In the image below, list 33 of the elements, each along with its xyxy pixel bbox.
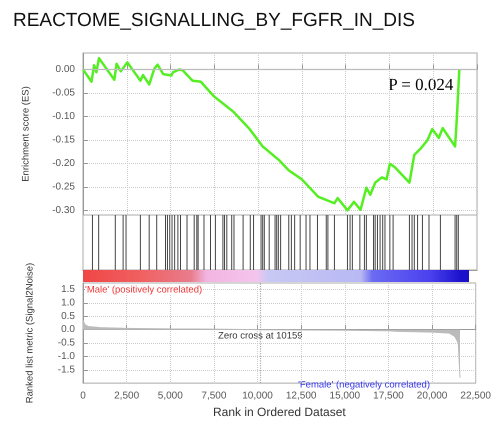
- y-axis-title: Ranked list metric (Signal2Noise): [24, 262, 36, 404]
- y-tick-label: -0.25: [52, 181, 76, 192]
- x-axis-title: Rank in Ordered Dataset: [212, 405, 346, 419]
- x-tick-label: 15,000: [330, 390, 361, 402]
- annotation: 'Male' (positively correlated): [85, 284, 202, 296]
- y-tick-label: 0.5: [61, 310, 76, 322]
- y-tick-label: -0.30: [52, 204, 76, 216]
- y-tick-label: -0.15: [52, 134, 76, 146]
- x-tick-label: 22,500: [460, 390, 492, 402]
- y-tick-label: -0.10: [52, 110, 76, 122]
- annotation: 'Female' (negatively correlated): [298, 380, 430, 390]
- x-tick-label: 20,000: [416, 390, 448, 402]
- y-tick-label: 1.5: [61, 284, 76, 296]
- x-tick-label: 10,000: [242, 390, 274, 402]
- y-tick-label: 0.00: [56, 64, 76, 75]
- x-tick-label: 0: [80, 390, 86, 402]
- x-tick-label: 12,500: [286, 390, 317, 402]
- x-tick-label: 5,000: [158, 390, 184, 402]
- annotation: Zero cross at 10159: [218, 330, 303, 342]
- y-tick-label: -0.20: [52, 158, 76, 169]
- y-axis-title: Enrichment score (ES): [20, 86, 32, 182]
- x-tick-label: 2,500: [114, 390, 140, 402]
- line-series: [82, 56, 461, 212]
- x-tick-label: 7,500: [201, 390, 227, 402]
- y-tick-label: -0.05: [52, 87, 76, 98]
- y-tick-label: -0.5: [58, 338, 76, 349]
- annotation: P = 0.024: [388, 75, 454, 94]
- y-tick-label: 1.0: [61, 298, 76, 309]
- y-tick-label: 0.0: [61, 324, 76, 336]
- y-tick-label: -1.5: [58, 364, 76, 376]
- y-tick-label: -1.0: [58, 350, 76, 362]
- chart-title: REACTOME_SIGNALLING_BY_FGFR_IN_DIS: [13, 10, 415, 31]
- x-tick-label: 17,500: [373, 390, 404, 402]
